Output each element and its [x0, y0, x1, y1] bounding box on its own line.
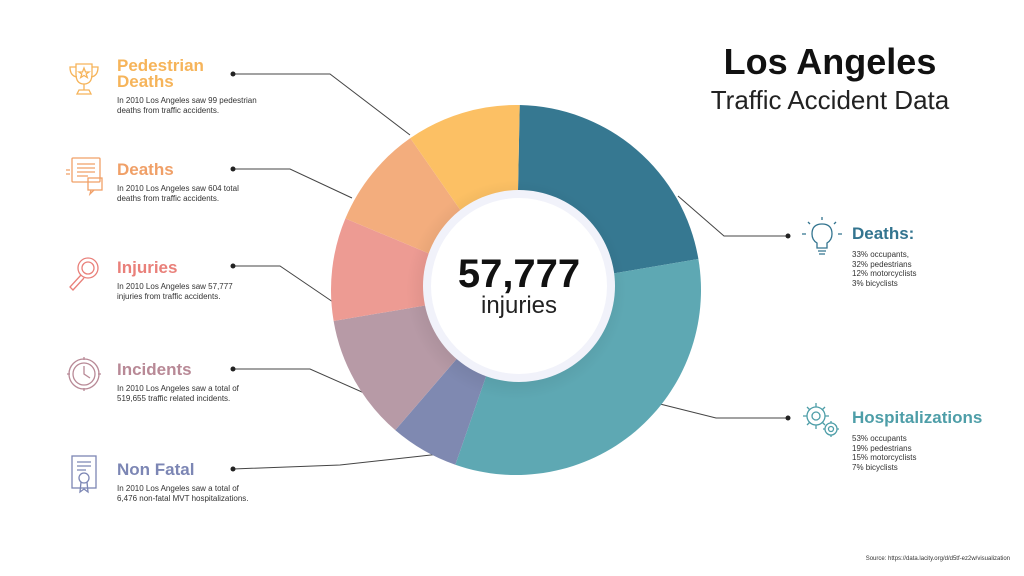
item-title: Non Fatal — [117, 460, 195, 479]
connector-deaths-right — [677, 195, 788, 237]
title-block: Los Angeles Traffic Accident Data — [700, 40, 960, 116]
item-text: In 2010 Los Angeles saw 57,777 injuries … — [117, 282, 233, 301]
item-title: Incidents — [117, 360, 192, 379]
clock-icon — [67, 357, 101, 391]
item-title: Deaths: — [852, 224, 915, 243]
connector-non-fatal — [232, 453, 441, 470]
item-line: 12% motorcyclists — [852, 269, 917, 278]
item-title-line2: Deaths — [117, 72, 174, 91]
item-text: In 2010 Los Angeles saw 99 pedestrian de… — [117, 96, 257, 115]
connector-injuries — [233, 265, 334, 303]
magnifier-icon — [69, 257, 99, 291]
donut-hole — [431, 198, 607, 374]
connector-incidents — [233, 368, 381, 401]
center-number: 57,777 — [457, 252, 581, 296]
lightbulb-icon — [802, 217, 842, 255]
connector-dot — [230, 466, 236, 472]
document-chat-icon — [66, 157, 103, 196]
connector-hospitalizations — [659, 403, 788, 419]
item-title: Pedestrian — [117, 56, 204, 75]
connector-dot — [230, 366, 236, 372]
center-label: injuries — [480, 292, 558, 319]
connector-dot — [230, 166, 236, 172]
connector-dot — [230, 71, 236, 77]
page-title: Los Angeles — [723, 41, 937, 82]
connector-dot — [230, 263, 236, 269]
item-title: Deaths — [117, 160, 174, 179]
connector-dot — [785, 233, 791, 239]
item-line: 32% pedestrians — [852, 259, 912, 269]
item-line: 3% bicyclists — [852, 278, 898, 288]
page-subtitle: Traffic Accident Data — [710, 85, 950, 115]
item-text: In 2010 Los Angeles saw a total of 519,6… — [117, 384, 239, 403]
item-line: 53% occupants — [852, 434, 907, 443]
connector-pedestrian-deaths — [233, 73, 411, 136]
source-text: Source: https://data.lacity.org/d/d5tf-e… — [865, 556, 1010, 562]
certificate-icon — [71, 455, 97, 494]
item-lines: 33% occupants, 32% pedestrians 12% motor… — [852, 250, 992, 288]
connector-dot — [785, 415, 791, 421]
trophy-icon — [69, 63, 99, 95]
item-title: Hospitalizations — [852, 408, 983, 427]
gears-icon — [803, 403, 839, 437]
connector-deaths-left — [233, 168, 353, 199]
item-line: 7% bicyclists — [852, 462, 898, 472]
item-line: 19% pedestrians — [852, 443, 912, 453]
item-line: 33% occupants, — [852, 250, 909, 259]
item-title: Injuries — [117, 258, 178, 277]
item-text: In 2010 Los Angeles saw 604 total deaths… — [117, 184, 239, 203]
item-text: In 2010 Los Angeles saw a total of 6,476… — [117, 484, 249, 503]
item-line: 15% motorcyclists — [852, 453, 917, 462]
connector-lines — [230, 71, 791, 472]
item-lines: 53% occupants 19% pedestrians 15% motorc… — [852, 434, 992, 472]
